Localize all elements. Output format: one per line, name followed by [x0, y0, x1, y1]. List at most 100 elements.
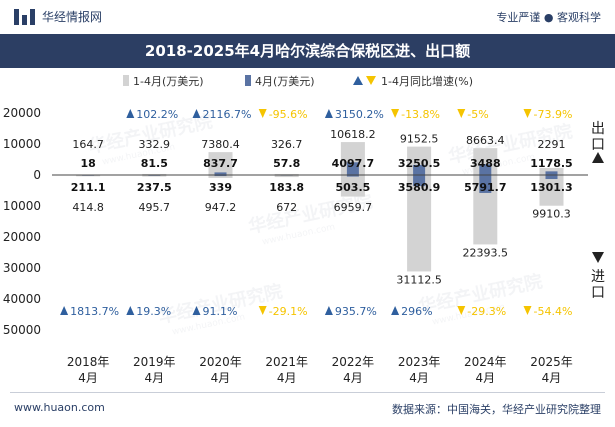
- x-tick-label-year: 2024年: [464, 355, 507, 369]
- label-import-month: 3580.9: [398, 181, 440, 194]
- brand-logo-icon: [14, 8, 36, 25]
- x-tick-label-month: 4月: [409, 371, 429, 385]
- x-tick-label-month: 4月: [144, 371, 164, 385]
- label-export-ytd: 164.7: [72, 138, 104, 151]
- export-arrow-up-icon: [592, 152, 604, 163]
- label-export-month: 1178.5: [530, 157, 572, 170]
- label-import-month: 339: [209, 181, 232, 194]
- label-export-month: 4097.7: [332, 157, 374, 170]
- label-export-ytd: 2291: [538, 138, 566, 151]
- footer-url: www.huaon.com: [14, 401, 105, 414]
- growth-export: -13.8%: [401, 108, 440, 121]
- bar-import-month: [346, 175, 359, 177]
- label-export-ytd: 10618.2: [330, 128, 376, 141]
- label-export-month: 3250.5: [398, 157, 440, 170]
- bar-import-ytd: [407, 175, 432, 272]
- growth-export-up-icon: [324, 109, 333, 118]
- label-import-ytd: 6959.7: [334, 201, 373, 214]
- label-import-month: 503.5: [336, 181, 371, 194]
- label-import-month: 5791.7: [464, 181, 506, 194]
- bar-export-month: [545, 171, 558, 175]
- growth-export-up-icon: [192, 109, 201, 118]
- y-axis: 20000 10000 0 10000 20000 30000 40000 50000: [3, 106, 41, 337]
- growth-export-up-icon: [126, 109, 135, 118]
- growth-export-down-icon: [523, 109, 532, 118]
- growth-import: 19.3%: [136, 305, 171, 318]
- bar-export-month: [413, 164, 426, 175]
- bar-import-ytd: [340, 175, 365, 197]
- top-bar: 华经情报网 专业严谨 ● 客观科学: [0, 0, 615, 34]
- y-tick-label: 30000: [3, 261, 41, 275]
- brand-name: 华经情报网: [42, 10, 103, 24]
- label-export-month: 81.5: [141, 157, 168, 170]
- growth-export-down-icon: [258, 109, 267, 118]
- label-import-ytd: 22393.5: [463, 246, 509, 259]
- data-labels: 164.7 18 211.1 414.8 332.9 81.5 237.5 495.7 7380…: [71, 128, 573, 286]
- growth-import: 1813.7%: [70, 305, 119, 318]
- side-label-export-char: 出: [591, 121, 605, 137]
- growth-import-up-icon: [192, 306, 201, 315]
- label-import-month: 1301.3: [530, 181, 572, 194]
- label-export-ytd: 332.9: [139, 138, 171, 151]
- y-tick-label: 20000: [3, 230, 41, 244]
- side-label-export-char: 口: [591, 137, 605, 153]
- bar-export-ytd: [274, 173, 299, 175]
- bar-export-ytd: [208, 152, 233, 175]
- y-tick-label: 10000: [3, 199, 41, 213]
- growth-export: -73.9%: [534, 108, 573, 121]
- y-tick-label: 20000: [3, 106, 41, 120]
- label-import-ytd: 495.7: [139, 201, 171, 214]
- legend: 1-4月(万美元) 4月(万美元) 1-4月同比增速(%): [123, 74, 473, 88]
- bar-import-month: [413, 175, 426, 187]
- growth-import-up-icon: [324, 306, 333, 315]
- bars: [76, 142, 564, 272]
- bar-import-month: [545, 175, 558, 180]
- legend-swatch-month: [245, 75, 251, 86]
- growth-export-down-icon: [391, 109, 400, 118]
- footer-source: 数据来源：中国海关，华经产业研究院整理: [392, 403, 601, 416]
- growth-import-up-icon: [126, 306, 135, 315]
- growth-import: -29.1%: [269, 305, 308, 318]
- growth-import-down-icon: [523, 306, 532, 315]
- growth-import: 935.7%: [335, 305, 377, 318]
- x-tick-label-month: 4月: [343, 371, 363, 385]
- bar-import-month: [479, 175, 492, 193]
- growth-import: -29.3%: [467, 305, 506, 318]
- x-axis: 2018年 4月 2019年 4月 2020年 4月 2021年 4月 2022年 4月 2023年…: [52, 174, 588, 385]
- growth-export: -95.6%: [269, 108, 308, 121]
- bar-import-ytd: [142, 175, 167, 177]
- label-export-month: 3488: [470, 157, 501, 170]
- legend-swatch-ytd: [123, 75, 129, 86]
- legend-triangle-up-icon: [353, 76, 363, 85]
- y-tick-label: 0: [33, 168, 41, 182]
- x-tick-label-year: 2022年: [332, 355, 375, 369]
- bar-export-month: [346, 162, 359, 175]
- label-import-ytd: 31112.5: [396, 273, 442, 286]
- growth-import: 296%: [401, 305, 432, 318]
- x-tick-label-month: 4月: [542, 371, 562, 385]
- legend-label-ytd: 1-4月(万美元): [133, 75, 204, 88]
- x-tick-label-month: 4月: [78, 371, 98, 385]
- x-tick-label-month: 4月: [277, 371, 297, 385]
- label-import-ytd: 947.2: [205, 201, 237, 214]
- label-import-ytd: 672: [276, 201, 297, 214]
- label-export-ytd: 9152.5: [400, 133, 439, 146]
- label-import-month: 183.8: [269, 181, 304, 194]
- bar-import-ytd: [274, 175, 299, 178]
- growth-import-down-icon: [258, 306, 267, 315]
- brand: 华经情报网: [14, 8, 102, 25]
- label-export-ytd: 326.7: [271, 138, 303, 151]
- growth-export: 2116.7%: [203, 108, 252, 121]
- x-tick-label-year: 2025年: [530, 355, 573, 369]
- y-tick-label: 40000: [3, 292, 41, 306]
- legend-label-month: 4月(万美元): [255, 75, 315, 88]
- x-tick-label-year: 2021年: [265, 355, 308, 369]
- label-export-ytd: 8663.4: [466, 134, 505, 147]
- growth-export: 102.2%: [136, 108, 178, 121]
- tagline: 专业严谨 ● 客观科学: [496, 11, 601, 24]
- growth-import-up-icon: [60, 306, 69, 315]
- label-import-ytd: 414.8: [72, 201, 104, 214]
- x-tick-label-month: 4月: [475, 371, 495, 385]
- x-tick-label-year: 2023年: [398, 355, 441, 369]
